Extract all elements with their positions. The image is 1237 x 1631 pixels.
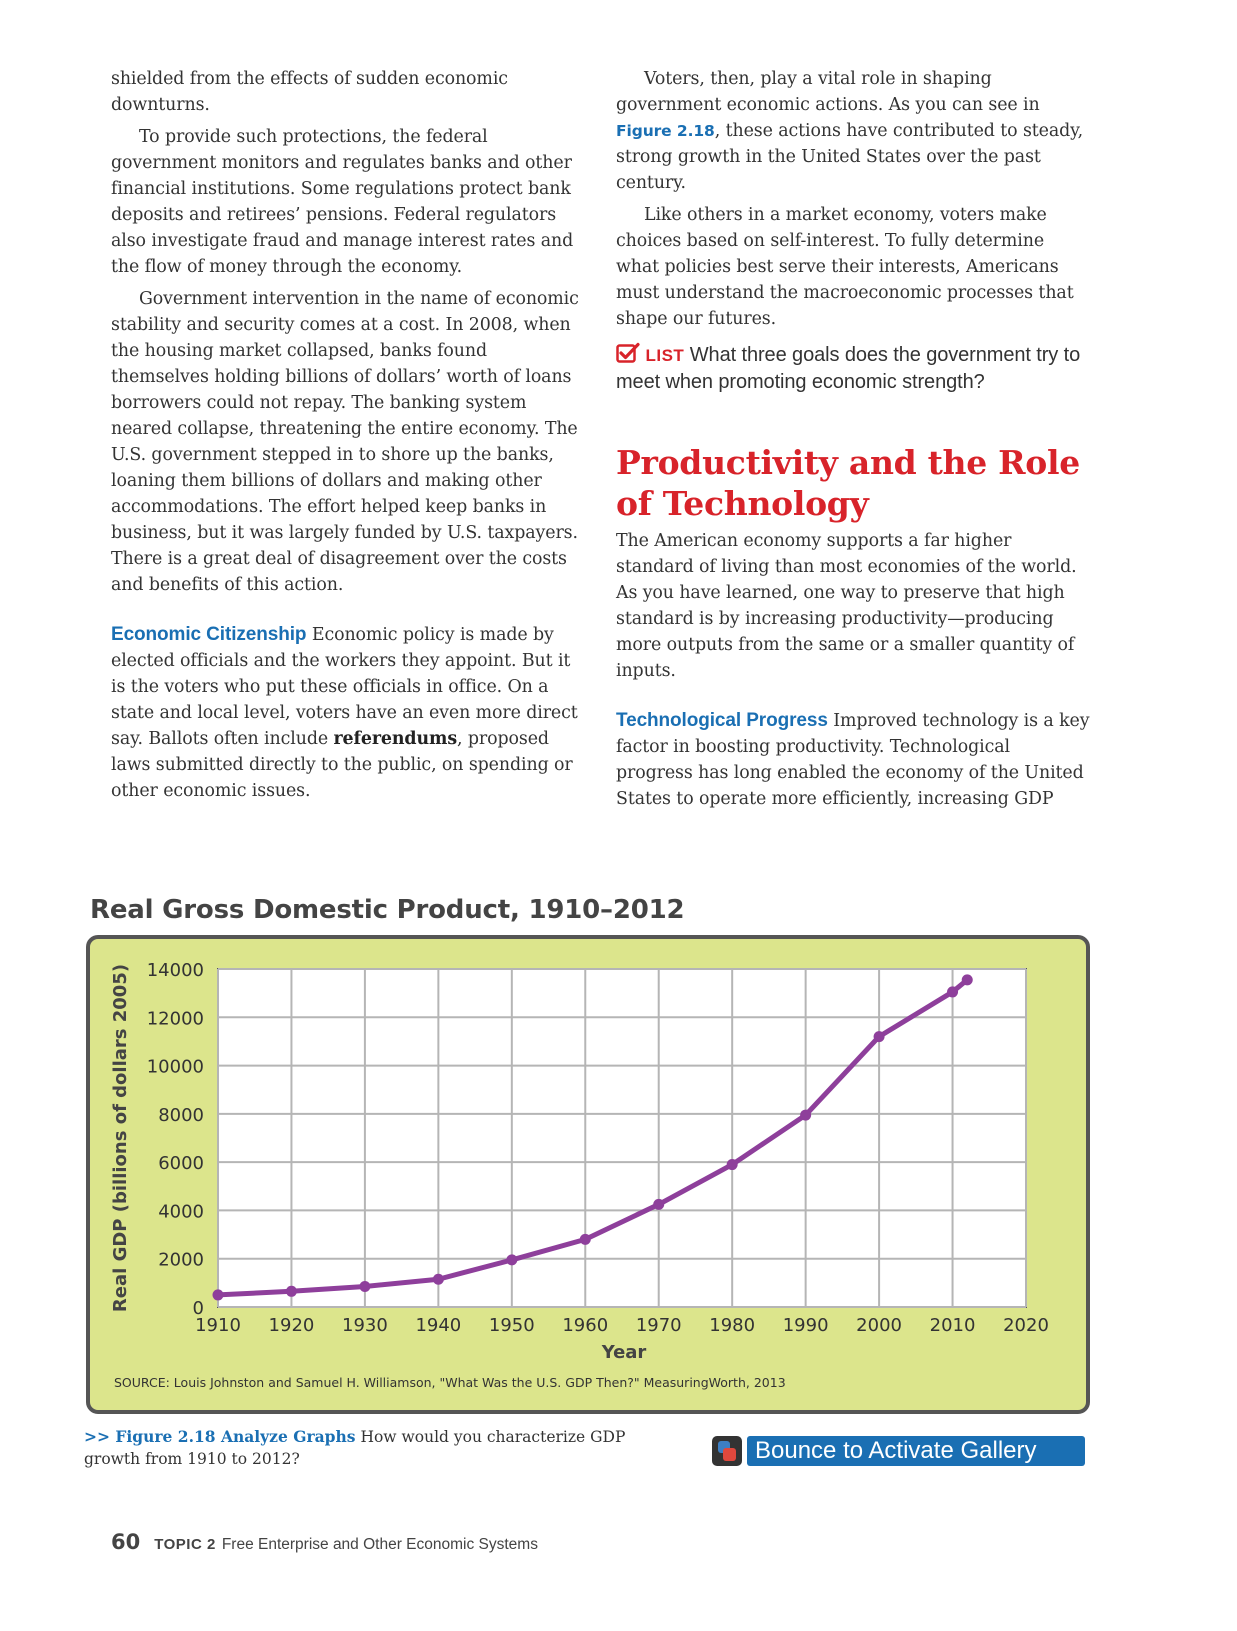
x-tick-label: 1940 xyxy=(415,1315,461,1336)
y-tick-label: 6000 xyxy=(158,1153,204,1174)
runin-heading: Technological Progress xyxy=(616,710,828,731)
data-point xyxy=(506,1254,518,1266)
y-tick-label: 8000 xyxy=(158,1105,204,1126)
list-tag: LIST xyxy=(645,346,685,365)
paragraph-text: Improved technology is a key factor in b… xyxy=(616,711,1090,809)
data-point xyxy=(873,1031,885,1043)
data-point xyxy=(285,1285,297,1297)
footer-title: Free Enterprise and Other Economic Syste… xyxy=(221,1536,538,1553)
data-point xyxy=(726,1159,738,1171)
bounce-gallery-label: Bounce to Activate Gallery xyxy=(747,1436,1085,1466)
gdp-series-line xyxy=(215,977,970,1298)
runin-heading: Economic Citizenship xyxy=(111,624,307,645)
x-tick-label: 1920 xyxy=(269,1315,315,1336)
data-point xyxy=(212,1289,224,1301)
x-tick-label: 2020 xyxy=(1003,1315,1049,1336)
figure-caption: >> Figure 2.18 Analyze Graphs How would … xyxy=(84,1426,644,1470)
data-point xyxy=(359,1280,371,1292)
grid-lines xyxy=(217,968,1027,1308)
paragraph: To provide such protections, the federal… xyxy=(111,127,574,277)
y-tick-label: 2000 xyxy=(158,1250,204,1271)
x-tick-label: 1960 xyxy=(562,1315,608,1336)
x-tick-labels: 1910 1920 1930 1940 1950 1960 1970 1980 1990 2000… xyxy=(195,1315,1049,1336)
data-point xyxy=(432,1273,444,1285)
x-tick-label: 1910 xyxy=(195,1315,241,1336)
y-axis-label: Real GDP (billions of dollars 2005) xyxy=(110,964,131,1312)
paragraph-text: Voters, then, play a vital role in shapi… xyxy=(616,69,1040,115)
paragraph-text: Economic policy is made by elected offic… xyxy=(111,625,578,749)
y-tick-labels: 0 2000 4000 6000 8000 10000 12000 14000 xyxy=(147,960,204,1319)
caption-text: How would you characterize GDP growth fr… xyxy=(84,1428,626,1468)
figure-link[interactable]: Figure 2.18 xyxy=(616,122,715,140)
y-tick-label: 12000 xyxy=(147,1008,204,1029)
x-tick-label: 2010 xyxy=(930,1315,976,1336)
paragraph: shielded from the effects of sudden econ… xyxy=(111,69,508,115)
page-number: 60 xyxy=(111,1530,141,1554)
data-point xyxy=(961,974,973,986)
caption-lead: >> Figure 2.18 Analyze Graphs xyxy=(84,1427,356,1446)
source-note: SOURCE: Louis Johnston and Samuel H. Wil… xyxy=(114,1375,786,1390)
question-text: What three goals does the government try… xyxy=(616,344,1081,393)
footer-topic: TOPIC 2 xyxy=(154,1536,216,1553)
key-term: referendums xyxy=(333,729,458,749)
list-question: LIST What three goals does the governmen… xyxy=(616,342,1091,396)
y-tick-label: 4000 xyxy=(158,1201,204,1222)
plot-area xyxy=(217,968,1027,1308)
x-tick-label: 1970 xyxy=(636,1315,682,1336)
bounce-logo-icon xyxy=(711,1435,743,1467)
paragraph: Voters, then, play a vital role in shapi… xyxy=(616,66,1091,196)
x-axis-label: Year xyxy=(601,1342,647,1363)
x-tick-label: 1930 xyxy=(342,1315,388,1336)
paragraph-technological-progress: Technological Progress Improved technolo… xyxy=(616,708,1091,812)
paragraph-text: , these actions have contributed to stea… xyxy=(616,121,1083,193)
section-heading: Productivity and the Role of Technology xyxy=(616,443,1080,523)
data-point xyxy=(800,1109,812,1121)
data-points xyxy=(212,974,973,1301)
bounce-gallery-button[interactable]: Bounce to Activate Gallery xyxy=(711,1435,1085,1467)
chart-title: Real Gross Domestic Product, 1910–2012 xyxy=(90,895,685,925)
left-column: shielded from the effects of sudden econ… xyxy=(111,66,579,804)
x-tick-label: 1990 xyxy=(783,1315,829,1336)
y-tick-label: 14000 xyxy=(147,960,204,981)
gdp-line-chart: 0 2000 4000 6000 8000 10000 12000 14000 1910 192… xyxy=(86,935,1090,1414)
page-footer: 60 TOPIC 2 Free Enterprise and Other Econo… xyxy=(111,1530,538,1554)
data-point xyxy=(947,986,959,998)
checkbox-icon xyxy=(616,342,640,364)
right-column: Voters, then, play a vital role in shapi… xyxy=(616,66,1091,812)
paragraph-text: , proposed laws submitted directly to th… xyxy=(111,729,573,801)
x-tick-label: 2000 xyxy=(856,1315,902,1336)
paragraph: The American economy supports a far high… xyxy=(616,531,1077,681)
data-point xyxy=(653,1198,665,1210)
paragraph: Government intervention in the name of e… xyxy=(111,289,579,595)
paragraph-economic-citizenship: Economic Citizenship Economic policy is … xyxy=(111,622,579,804)
x-tick-label: 1950 xyxy=(489,1315,535,1336)
y-tick-label: 0 xyxy=(193,1298,204,1319)
paragraph: Like others in a market economy, voters … xyxy=(616,205,1074,329)
data-point xyxy=(579,1233,591,1245)
y-tick-label: 10000 xyxy=(147,1057,204,1078)
x-tick-label: 1980 xyxy=(709,1315,755,1336)
